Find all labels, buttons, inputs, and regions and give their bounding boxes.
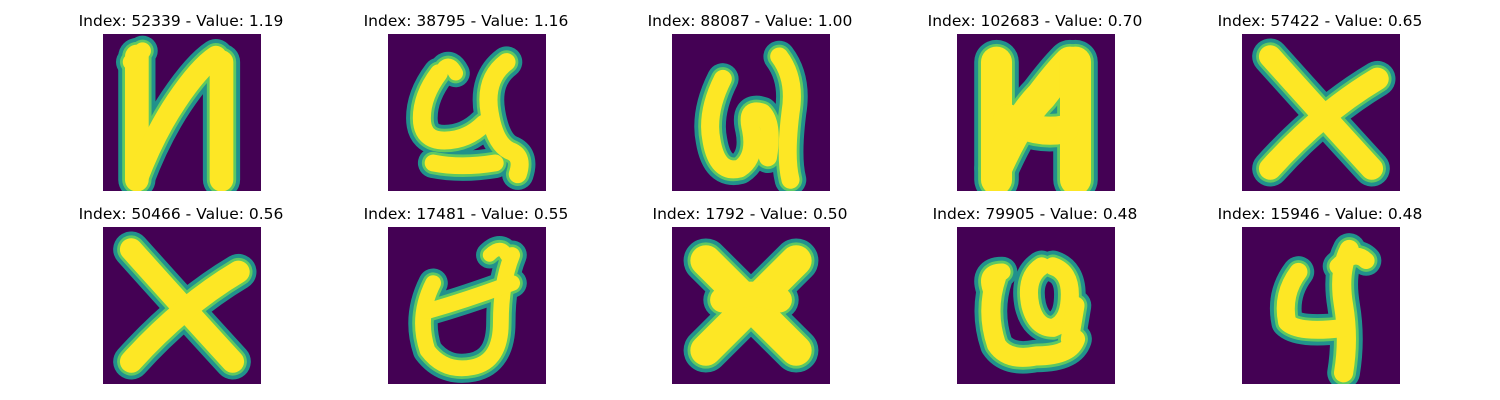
- glyph-stroke: [437, 58, 464, 81]
- glyph-image: [672, 227, 830, 384]
- glyph-image: [388, 227, 546, 384]
- glyph-image: [103, 227, 261, 384]
- glyph-image: [388, 34, 546, 191]
- glyph-stroke: [1276, 262, 1353, 339]
- glyph-image: [103, 34, 261, 191]
- panel-title: Index: 88087 - Value: 1.00: [647, 12, 853, 30]
- panel-title: Index: 17481 - Value: 0.55: [363, 205, 569, 223]
- glyph-stroke: [1019, 257, 1079, 337]
- glyph-stroke: [415, 247, 521, 377]
- panel-title: Index: 102683 - Value: 0.70: [927, 12, 1143, 30]
- glyph-stroke: [412, 64, 493, 150]
- glyph-svg: [957, 227, 1115, 384]
- glyph-svg: [103, 34, 261, 191]
- glyph-stroke: [479, 53, 529, 184]
- panel-title: Index: 1792 - Value: 0.50: [652, 205, 848, 223]
- glyph-svg: [1242, 34, 1400, 191]
- panel-title: Index: 79905 - Value: 0.48: [932, 205, 1138, 223]
- glyph-stroke: [710, 281, 792, 313]
- glyph-image: [672, 34, 830, 191]
- glyph-stroke: [119, 260, 250, 373]
- panel-title: Index: 52339 - Value: 1.19: [78, 12, 284, 30]
- glyph-stroke: [770, 47, 801, 189]
- panel-title: Index: 57422 - Value: 0.65: [1217, 12, 1423, 30]
- glyph-svg: [672, 227, 830, 384]
- glyph-stroke: [1060, 296, 1085, 349]
- glyph-svg: [957, 34, 1115, 191]
- glyph-stroke: [981, 263, 1011, 298]
- glyph-stroke: [419, 275, 521, 319]
- glyph-svg: [672, 34, 830, 191]
- glyph-svg: [103, 227, 261, 384]
- glyph-image: [1242, 34, 1400, 191]
- glyph-stroke: [981, 267, 1086, 367]
- glyph-svg: [388, 34, 546, 191]
- glyph-stroke: [482, 242, 514, 262]
- glyph-image: [957, 34, 1115, 191]
- panel-title: Index: 15946 - Value: 0.48: [1217, 205, 1423, 223]
- glyph-stroke: [1258, 67, 1389, 180]
- glyph-stroke: [993, 104, 1079, 145]
- panel-title: Index: 50466 - Value: 0.56: [78, 205, 284, 223]
- glyph-stroke: [701, 69, 779, 179]
- glyph-svg: [388, 227, 546, 384]
- glyph-stroke: [424, 154, 504, 175]
- glyph-stroke: [122, 42, 151, 71]
- panel-title: Index: 38795 - Value: 1.16: [363, 12, 569, 30]
- glyph-stroke: [126, 45, 227, 191]
- glyph-image: [957, 227, 1115, 384]
- glyph-svg: [1242, 227, 1400, 384]
- glyph-image: [1242, 227, 1400, 384]
- glyph-stroke: [1329, 247, 1375, 275]
